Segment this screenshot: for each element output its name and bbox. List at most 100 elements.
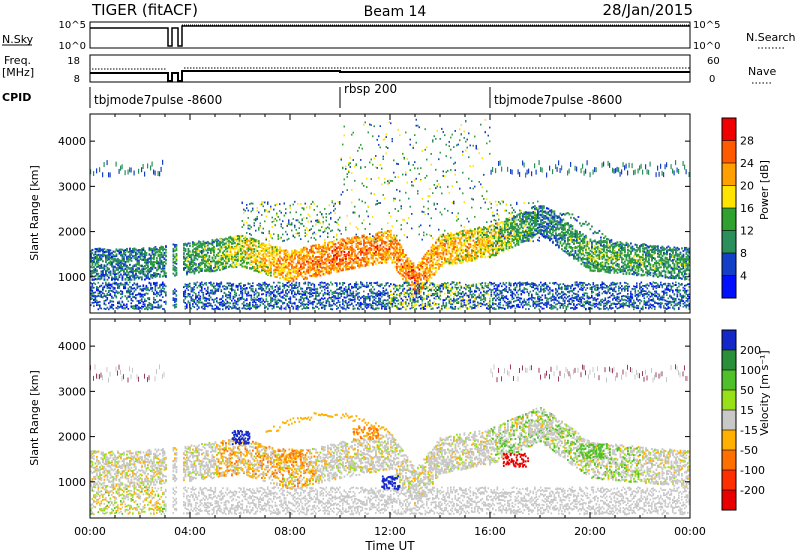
- power-pixel: [100, 265, 103, 268]
- power-pixel: [270, 298, 272, 301]
- power-pixel: [106, 275, 109, 278]
- power-pixel: [282, 233, 284, 236]
- power-pixel: [172, 297, 175, 300]
- power-pixel: [364, 305, 367, 308]
- power-pixel: [361, 303, 364, 305]
- power-pixel: [294, 285, 296, 287]
- power-pixel: [244, 253, 247, 256]
- power-pixel: [318, 283, 320, 286]
- power-pixel: [271, 237, 273, 240]
- power-pixel: [210, 304, 212, 307]
- power-pixel: [97, 277, 100, 280]
- power-pixel: [208, 304, 211, 307]
- power-pixel: [105, 290, 107, 292]
- power-pixel: [259, 226, 261, 229]
- power-pixel: [324, 292, 326, 295]
- power-pixel: [103, 162, 105, 168]
- power-pixel: [279, 299, 281, 302]
- power-pixel: [129, 295, 131, 298]
- power-pixel: [99, 256, 101, 259]
- power-pixel: [285, 298, 287, 301]
- power-pixel: [309, 229, 311, 232]
- power-pixel: [279, 237, 281, 240]
- power-pixel: [322, 270, 325, 273]
- power-pixel: [298, 284, 301, 287]
- power-pixel: [258, 293, 260, 296]
- power-pixel: [102, 292, 104, 295]
- power-pixel: [267, 291, 269, 293]
- power-pixel: [246, 266, 248, 269]
- power-pixel: [286, 275, 289, 278]
- power-pixel: [342, 299, 344, 301]
- power-pixel: [94, 262, 97, 265]
- power-pixel: [360, 159, 362, 161]
- power-pixel: [115, 263, 118, 266]
- power-pixel: [345, 226, 347, 229]
- power-pixel: [268, 210, 270, 213]
- power-pixel: [298, 293, 301, 295]
- power-pixel: [175, 294, 178, 297]
- power-pixel: [283, 270, 286, 273]
- power-pixel: [322, 306, 325, 309]
- power-pixel: [358, 299, 361, 302]
- power-pixel: [252, 242, 254, 245]
- power-pixel: [243, 245, 245, 248]
- power-pixel: [196, 296, 199, 299]
- power-pixel: [229, 292, 232, 295]
- power-pixel: [90, 253, 92, 256]
- power-pixel: [91, 262, 94, 265]
- power-pixel: [273, 208, 275, 211]
- power-pixel: [138, 168, 140, 174]
- power-pixel: [100, 295, 103, 298]
- power-pixel: [285, 308, 287, 311]
- power-pixel: [223, 301, 226, 304]
- power-pixel: [321, 268, 323, 271]
- freq-label: Freq.: [4, 54, 31, 67]
- power-pixel: [303, 303, 305, 305]
- power-pixel: [285, 289, 287, 292]
- nave-trace: [92, 67, 690, 70]
- power-pixel: [327, 282, 329, 285]
- power-pixel: [172, 299, 175, 302]
- power-pixel: [115, 253, 118, 256]
- power-pixel: [97, 249, 100, 252]
- power-pixel: [363, 239, 365, 242]
- power-pixel: [240, 287, 242, 290]
- power-pixel: [286, 233, 288, 236]
- power-pixel: [96, 304, 98, 307]
- power-pixel: [147, 304, 149, 306]
- power-pixel: [261, 231, 263, 234]
- power-pixel: [243, 261, 245, 264]
- power-pixel: [214, 285, 217, 288]
- power-pixel: [340, 295, 343, 298]
- power-pixel: [216, 297, 218, 299]
- power-pixel: [96, 278, 98, 281]
- power-pixel: [99, 305, 101, 308]
- power-pixel: [360, 166, 362, 169]
- power-pixel: [256, 306, 259, 308]
- power-pixel: [337, 228, 339, 231]
- power-pixel: [187, 300, 190, 303]
- power-pixel: [291, 290, 293, 293]
- power-pixel: [279, 294, 281, 297]
- power-pixel: [273, 305, 275, 308]
- power-pixel: [121, 307, 124, 310]
- power-pixel: [108, 276, 110, 279]
- power-pixel: [339, 304, 341, 307]
- power-pixel: [315, 244, 317, 247]
- power-pixel: [343, 289, 346, 292]
- power-pixel: [322, 255, 325, 258]
- power-pixel: [123, 307, 125, 310]
- power-pixel: [304, 235, 306, 237]
- power-pixel: [264, 210, 266, 213]
- power-pixel: [316, 213, 318, 216]
- power-pixel: [220, 289, 223, 291]
- power-pixel: [214, 287, 217, 290]
- power-pixel: [258, 287, 260, 290]
- power-pixel: [271, 291, 274, 294]
- power-pixel: [246, 251, 248, 254]
- power-pixel: [90, 292, 92, 295]
- power-pixel: [337, 288, 340, 291]
- power-pixel: [279, 246, 281, 249]
- power-pixel: [114, 282, 116, 285]
